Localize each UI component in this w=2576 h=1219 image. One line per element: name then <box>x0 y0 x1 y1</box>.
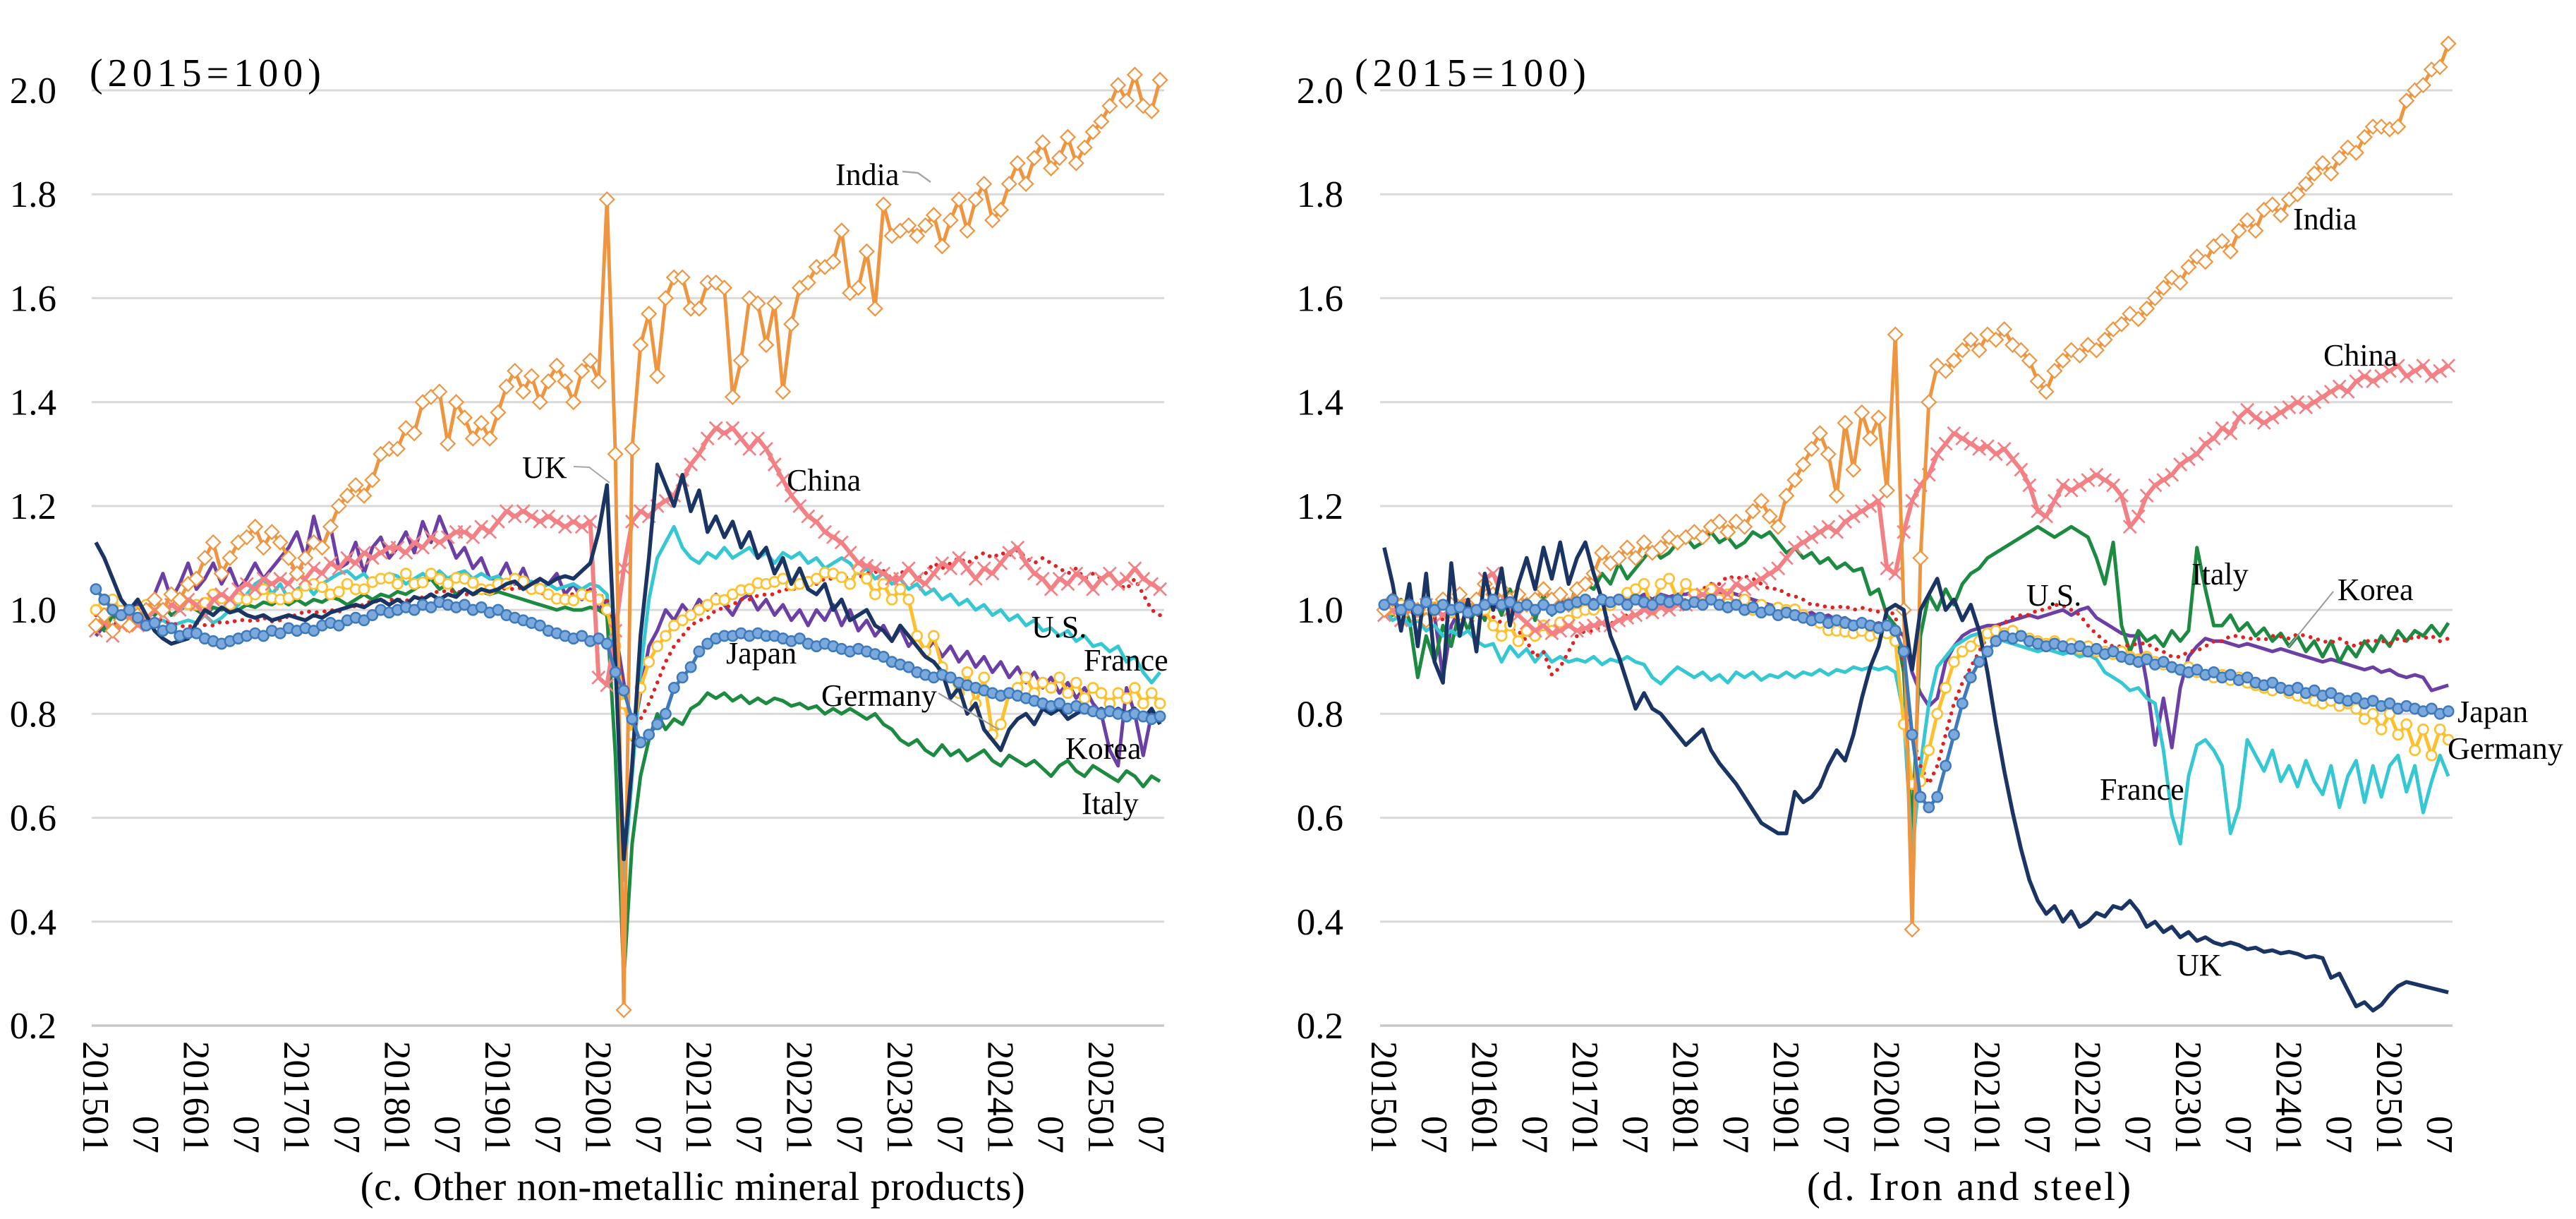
svg-text:Korea: Korea <box>2338 572 2414 607</box>
svg-text:201801: 201801 <box>376 1041 417 1153</box>
svg-text:201601: 201601 <box>1463 1041 1504 1153</box>
svg-text:India: India <box>2293 202 2357 236</box>
svg-text:07: 07 <box>1514 1116 1555 1153</box>
svg-text:Korea: Korea <box>1065 731 1142 766</box>
svg-text:07: 07 <box>527 1116 568 1153</box>
svg-text:07: 07 <box>125 1116 166 1153</box>
svg-text:Japan: Japan <box>726 636 797 671</box>
svg-text:07: 07 <box>1030 1116 1071 1153</box>
svg-text:1.2: 1.2 <box>1297 486 1343 527</box>
svg-text:202001: 202001 <box>1866 1041 1906 1153</box>
svg-text:0.4: 0.4 <box>1297 902 1343 943</box>
svg-text:07: 07 <box>1130 1116 1171 1153</box>
svg-text:0.6: 0.6 <box>1297 798 1343 839</box>
svg-text:1.0: 1.0 <box>1297 590 1343 631</box>
svg-text:202301: 202301 <box>879 1041 920 1153</box>
svg-text:07: 07 <box>2016 1116 2057 1153</box>
svg-text:1.4: 1.4 <box>10 383 56 424</box>
svg-text:201901: 201901 <box>1765 1041 1806 1153</box>
svg-text:07: 07 <box>2318 1116 2359 1153</box>
svg-text:202501: 202501 <box>1080 1041 1121 1153</box>
svg-text:Italy: Italy <box>1082 786 1139 821</box>
svg-text:(2015=100): (2015=100) <box>90 52 326 95</box>
svg-text:07: 07 <box>1715 1116 1756 1153</box>
svg-text:(2015=100): (2015=100) <box>1355 52 1591 95</box>
svg-text:202101: 202101 <box>1966 1041 2007 1153</box>
svg-text:1.8: 1.8 <box>1297 174 1343 215</box>
svg-text:(c. Other non-metallic mineral: (c. Other non-metallic mineral products) <box>361 1165 1026 1209</box>
svg-text:201501: 201501 <box>1363 1041 1404 1153</box>
svg-text:Italy: Italy <box>2191 557 2249 592</box>
svg-text:1.6: 1.6 <box>1297 278 1343 319</box>
svg-text:France: France <box>1084 643 1168 678</box>
svg-text:1.6: 1.6 <box>10 278 56 319</box>
svg-text:201701: 201701 <box>1564 1041 1605 1153</box>
svg-text:2.0: 2.0 <box>10 71 56 112</box>
svg-text:07: 07 <box>226 1116 267 1153</box>
svg-text:201601: 201601 <box>175 1041 216 1153</box>
svg-text:1.4: 1.4 <box>1297 383 1343 424</box>
svg-text:202201: 202201 <box>778 1041 819 1153</box>
svg-text:202401: 202401 <box>2268 1041 2309 1153</box>
svg-text:07: 07 <box>1413 1116 1454 1153</box>
svg-text:07: 07 <box>2419 1116 2460 1153</box>
svg-text:07: 07 <box>829 1116 870 1153</box>
svg-text:U.S.: U.S. <box>1032 610 1087 644</box>
svg-text:07: 07 <box>1916 1116 1957 1153</box>
svg-text:1.0: 1.0 <box>10 590 56 631</box>
svg-text:(d. Iron and steel): (d. Iron and steel) <box>1807 1165 2133 1209</box>
svg-text:07: 07 <box>2117 1116 2158 1153</box>
svg-text:201501: 201501 <box>75 1041 116 1153</box>
svg-text:2.0: 2.0 <box>1297 71 1343 112</box>
svg-text:07: 07 <box>1614 1116 1655 1153</box>
svg-text:201801: 201801 <box>1664 1041 1705 1153</box>
svg-text:France: France <box>2100 772 2184 807</box>
svg-text:UK: UK <box>522 450 567 485</box>
svg-text:07: 07 <box>929 1116 970 1153</box>
svg-text:07: 07 <box>2218 1116 2258 1153</box>
svg-text:0.4: 0.4 <box>10 902 56 943</box>
svg-text:202501: 202501 <box>2369 1041 2409 1153</box>
svg-text:201901: 201901 <box>477 1041 518 1153</box>
svg-text:U.S.: U.S. <box>2026 578 2081 613</box>
svg-text:07: 07 <box>326 1116 367 1153</box>
svg-text:202001: 202001 <box>577 1041 618 1153</box>
svg-text:202301: 202301 <box>2167 1041 2208 1153</box>
svg-text:0.6: 0.6 <box>10 798 56 839</box>
svg-text:07: 07 <box>628 1116 669 1153</box>
svg-text:Germany: Germany <box>821 678 937 713</box>
svg-text:Japan: Japan <box>2457 695 2528 729</box>
svg-text:202401: 202401 <box>979 1041 1020 1153</box>
svg-text:0.2: 0.2 <box>10 1006 56 1047</box>
svg-text:India: India <box>835 157 899 192</box>
svg-text:201701: 201701 <box>276 1041 317 1153</box>
svg-text:China: China <box>2323 338 2397 373</box>
svg-text:0.8: 0.8 <box>10 694 56 735</box>
svg-text:202101: 202101 <box>678 1041 719 1153</box>
svg-text:China: China <box>787 463 861 498</box>
svg-text:07: 07 <box>728 1116 769 1153</box>
svg-text:Germany: Germany <box>2448 731 2563 766</box>
svg-text:1.8: 1.8 <box>10 174 56 215</box>
svg-text:07: 07 <box>1815 1116 1856 1153</box>
svg-text:07: 07 <box>427 1116 468 1153</box>
svg-text:202201: 202201 <box>2067 1041 2108 1153</box>
svg-text:UK: UK <box>2177 948 2222 983</box>
svg-text:0.2: 0.2 <box>1297 1006 1343 1047</box>
svg-text:1.2: 1.2 <box>10 486 56 527</box>
svg-text:0.8: 0.8 <box>1297 694 1343 735</box>
